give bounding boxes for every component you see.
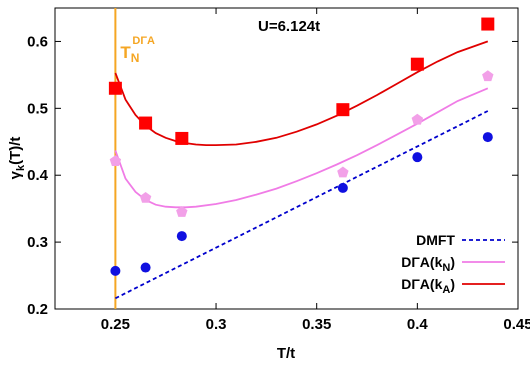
point-circle [482, 132, 493, 143]
y-axis-title: γk(T)/t [7, 137, 27, 180]
point-pentagon [109, 155, 122, 166]
tn-label-main: T [120, 43, 131, 62]
point-pentagon [139, 192, 152, 203]
legend-label-sub: A [442, 284, 450, 296]
point-pentagon [337, 166, 349, 178]
legend-label-end: ) [450, 254, 455, 270]
y-tick-label: 0.3 [27, 234, 48, 251]
series-curves [114, 40, 489, 300]
legend-label-base: DMFT [416, 232, 455, 248]
point-circle [110, 265, 121, 276]
point-square [481, 17, 495, 31]
point-square [336, 103, 350, 117]
point-circle [337, 182, 348, 193]
legend-label-1: DΓA(kN) [401, 254, 455, 274]
point-pentagon [482, 70, 494, 82]
legend-label-end: ) [450, 276, 455, 292]
series-line-2 [114, 40, 489, 147]
axes-ticks: 0.25 0.3 0.35 0.4 0.45 0.2 0.3 0.4 0.5 0.6 [27, 8, 530, 333]
tn-label-sub: N [131, 51, 140, 65]
x-tick-label: 0.4 [407, 316, 429, 333]
series-line-1 [114, 87, 489, 209]
data-points [108, 17, 495, 276]
x-tick-label: 0.25 [101, 316, 130, 333]
y-axis-title-base: γ [7, 170, 24, 179]
y-tick-label: 0.4 [27, 167, 49, 184]
y-tick-label: 0.6 [27, 33, 48, 50]
point-square [410, 57, 424, 71]
point-circle [140, 262, 151, 273]
y-tick-label: 0.2 [27, 301, 48, 318]
legend-label-base: DΓA(k [401, 276, 442, 292]
y-axis-title-rest: (T)/t [7, 137, 24, 165]
point-square [108, 81, 122, 95]
point-circle [412, 152, 423, 163]
x-tick-label: 0.45 [503, 316, 530, 333]
point-square [175, 131, 189, 145]
tn-label: TN [120, 43, 139, 65]
legend-label-2: DΓA(kA) [401, 276, 455, 296]
plot-frame [54, 7, 519, 310]
tn-label-sup: DΓA [132, 35, 155, 47]
u-annotation: U=6.124t [258, 18, 320, 35]
legend-label-base: DΓA(k [401, 254, 442, 270]
legend-label-sub: N [442, 262, 450, 274]
point-pentagon [176, 206, 188, 217]
x-tick-label: 0.35 [302, 316, 331, 333]
y-axis-title-sub: k [15, 164, 27, 171]
point-pentagon [411, 113, 424, 125]
legend-label-0: DMFT [416, 232, 455, 248]
point-circle [176, 231, 187, 242]
point-square [139, 116, 153, 130]
y-tick-label: 0.5 [27, 100, 48, 117]
x-axis-title: T/t [277, 345, 295, 362]
x-tick-label: 0.3 [206, 316, 227, 333]
